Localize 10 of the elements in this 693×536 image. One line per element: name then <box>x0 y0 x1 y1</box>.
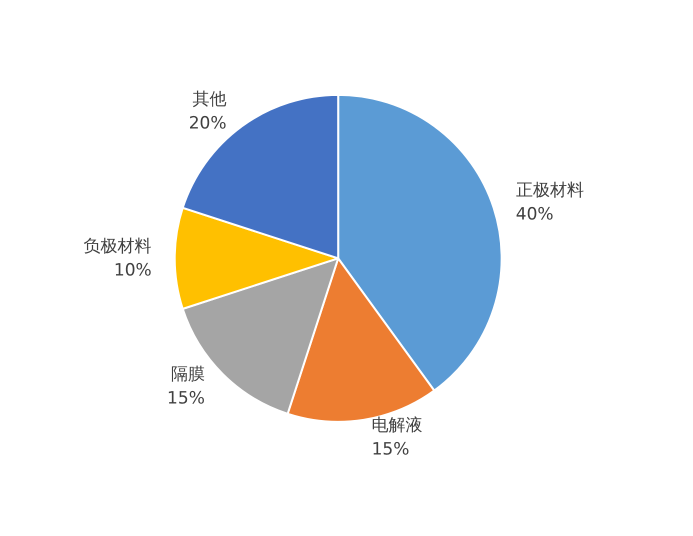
data-label: 10% <box>114 260 152 280</box>
slice-label: 电解液 <box>372 416 423 436</box>
slice-label: 其他 <box>192 90 227 110</box>
slice-label: 正极材料 <box>516 180 584 200</box>
data-label: 20% <box>188 114 227 134</box>
data-label: 15% <box>372 440 410 460</box>
slice-label: 隔膜 <box>170 364 205 385</box>
data-label: 15% <box>167 388 205 409</box>
slice-label: 负极材料 <box>84 236 152 256</box>
data-label: 40% <box>516 204 554 224</box>
